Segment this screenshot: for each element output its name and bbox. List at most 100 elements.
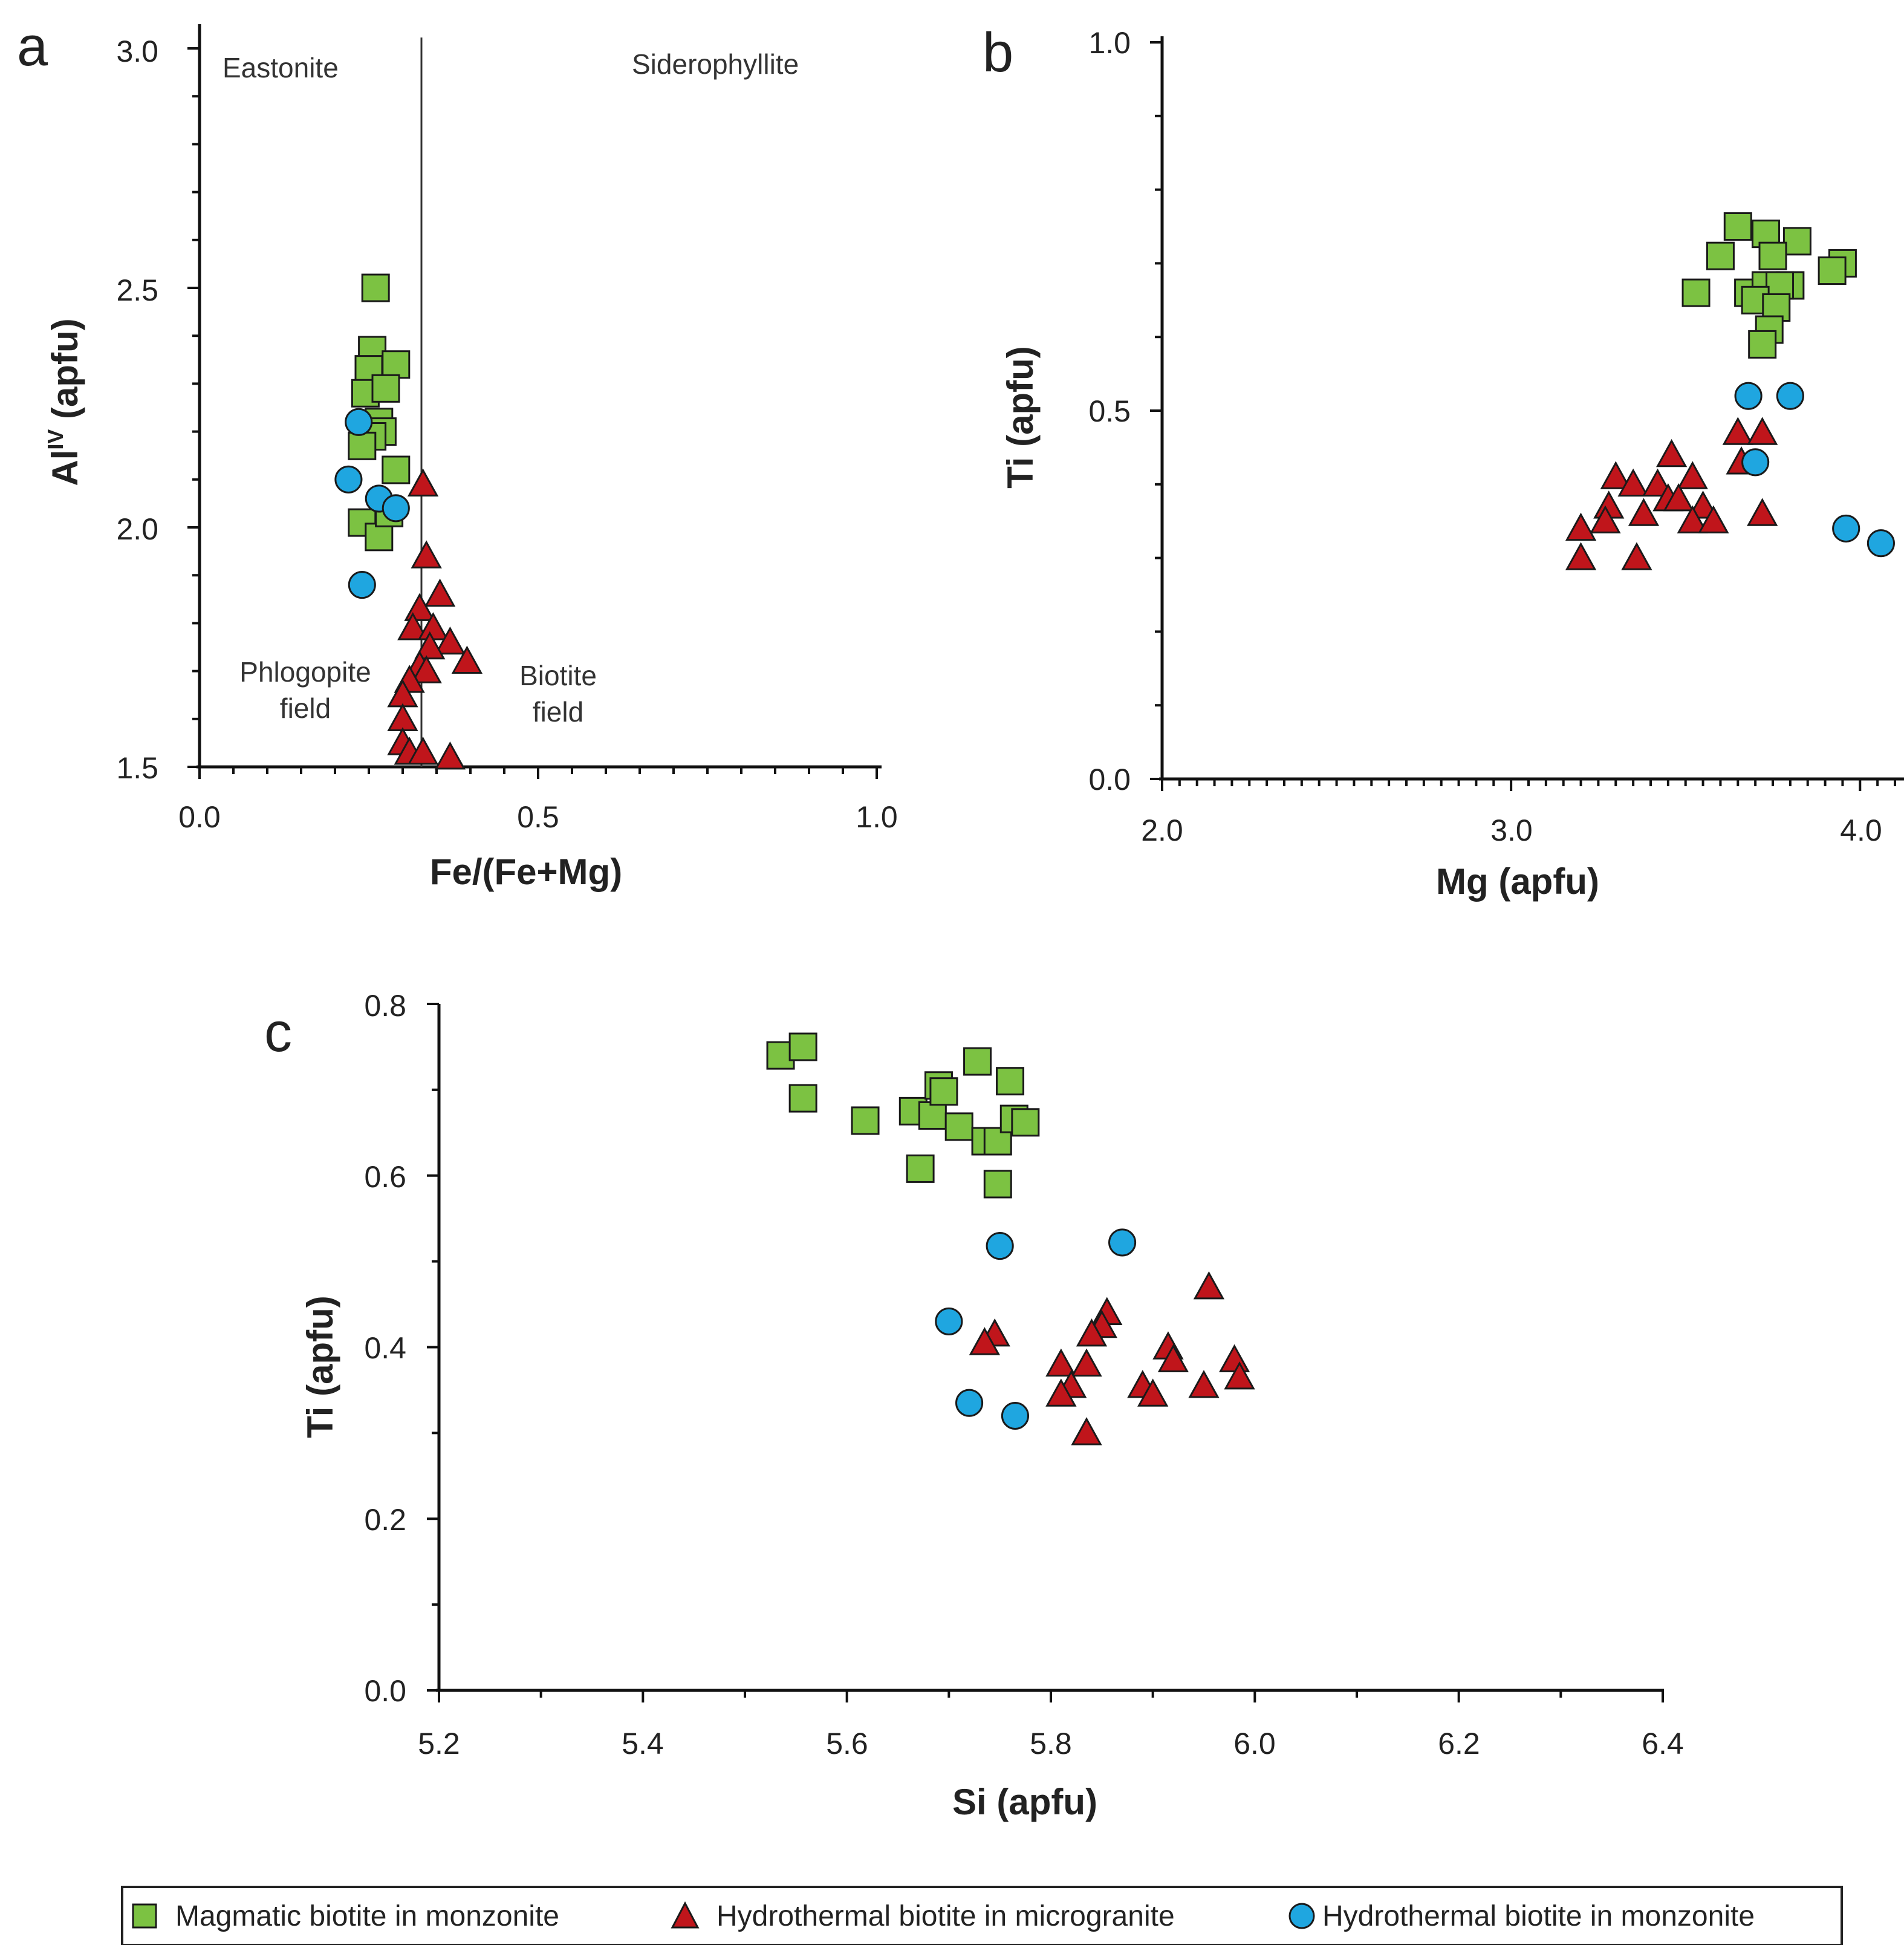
panel-b-ticks [1150, 41, 1896, 791]
panel-a-label-biotite-field: field [533, 696, 583, 728]
panel-a-point-hydro-microgranite [407, 468, 439, 497]
panel-c-point-magmatic [788, 1084, 817, 1113]
panel-b-point-hydro-microgranite [1687, 490, 1719, 519]
panel-a-point-hydro-microgranite [397, 612, 429, 640]
panel-c-point-hydro-monzonite [986, 1232, 1014, 1260]
panel-b-y-axis-title: Ti (apfu) [1000, 346, 1041, 489]
panel-a-ytick-label: 3.0 [116, 34, 158, 68]
panel-c-point-magmatic [851, 1106, 880, 1135]
panel-a-label-eastonite: Eastonite [223, 52, 339, 83]
panel-a-xtick-label: 0.5 [517, 800, 559, 834]
panel-b-point-hydro-microgranite [1677, 461, 1708, 489]
panel-a-x-axis-title: Fe/(Fe+Mg) [430, 852, 622, 892]
panel-a-label-phlogopite: Phlogopite [239, 656, 371, 688]
panel-c-xtick-label: 5.6 [826, 1727, 868, 1761]
legend-box [121, 1886, 1843, 1945]
panel-c-point-hydro-microgranite [1076, 1318, 1108, 1347]
panel-b-point-hydro-monzonite [1734, 382, 1763, 410]
panel-c-point-magmatic [983, 1170, 1012, 1199]
panel-a-point-hydro-microgranite [434, 626, 466, 655]
panel-b-point-hydro-microgranite [1663, 483, 1694, 512]
panel-c-point-hydro-microgranite [1193, 1271, 1225, 1300]
panel-b-point-hydro-microgranite [1565, 512, 1597, 541]
panel-b-letter: b [983, 22, 1013, 83]
panel-c-xtick-label: 6.4 [1642, 1727, 1684, 1761]
panel-b-point-magmatic [1818, 256, 1847, 285]
panel-b-point-hydro-microgranite [1565, 542, 1597, 570]
panel-c: c 5.2 5.4 5.6 5.8 6.0 6.2 6.4 0.0 0.2 0.… [264, 989, 1684, 1822]
panel-c-ytick-label: 0.6 [364, 1160, 406, 1194]
panel-b-ytick-label: 1.0 [1088, 26, 1131, 60]
panel-a-point-magmatic [361, 273, 390, 302]
panel-b-point-hydro-microgranite [1617, 468, 1649, 497]
legend-triangle-marker [671, 1901, 700, 1929]
panel-a-point-hydro-microgranite [407, 737, 439, 765]
panel-b-xtick-label: 4.0 [1840, 813, 1882, 847]
panel-a-ticks [187, 47, 878, 779]
panel-c-point-magmatic [983, 1127, 1012, 1156]
panel-a-ytick-label: 2.5 [116, 273, 158, 307]
panel-a-xtick-label: 0.0 [178, 800, 221, 834]
panel-a-label-phlogopite-field: field [280, 692, 331, 724]
panel-c-y-axis-title: Ti (apfu) [300, 1295, 340, 1438]
panel-c-point-hydro-monzonite [1108, 1228, 1137, 1257]
panel-b-ytick-label: 0.0 [1088, 763, 1131, 797]
panel-b-point-magmatic [1706, 241, 1735, 270]
panel-c-xtick-label: 6.0 [1233, 1727, 1276, 1761]
panel-a: a 0.0 0.5 1.0 1.5 2.0 2.5 3.0 Fe/(Fe+Mg)… [17, 16, 898, 892]
panel-c-point-magmatic [929, 1077, 958, 1106]
panel-a-point-hydro-microgranite [411, 655, 442, 683]
panel-c-point-magmatic [918, 1101, 947, 1130]
panel-c-xtick-label: 6.2 [1438, 1727, 1480, 1761]
panel-c-point-magmatic [944, 1112, 973, 1141]
panel-b-point-hydro-microgranite [1621, 542, 1652, 570]
panel-c-point-magmatic [906, 1154, 935, 1183]
panel-b-point-hydro-microgranite [1600, 461, 1631, 489]
panel-b-point-hydro-microgranite [1747, 417, 1778, 445]
panel-a-points [334, 273, 483, 770]
panel-c-point-hydro-microgranite [1188, 1370, 1220, 1398]
panel-b-x-axis-title: Mg (apfu) [1436, 861, 1599, 902]
panel-b-point-magmatic [1758, 241, 1787, 270]
panel-a-point-hydro-monzonite [382, 494, 410, 523]
panel-a-point-hydro-microgranite [387, 703, 418, 731]
panel-b-ytick-label: 0.5 [1088, 394, 1131, 428]
panel-b-point-hydro-microgranite [1722, 417, 1753, 445]
legend-square-marker [132, 1903, 157, 1929]
panel-a-point-hydro-monzonite [334, 465, 363, 494]
panel-b: b 2.0 3.0 4.0 0.0 0.5 1.0 Mg (apfu) Ti (… [983, 22, 1904, 902]
panel-c-xtick-label: 5.2 [418, 1727, 460, 1761]
panel-c-point-hydro-microgranite [1045, 1378, 1077, 1407]
panel-a-point-magmatic [365, 523, 394, 552]
panel-a-point-hydro-microgranite [424, 578, 456, 607]
panel-c-ytick-label: 0.4 [364, 1331, 406, 1365]
panel-b-points [1565, 212, 1895, 570]
panel-a-point-hydro-microgranite [411, 540, 442, 569]
panel-c-point-hydro-microgranite [969, 1327, 1001, 1355]
panel-a-point-hydro-monzonite [348, 570, 376, 599]
panel-a-point-magmatic [354, 355, 383, 384]
panel-c-point-magmatic [788, 1032, 817, 1061]
panel-b-point-magmatic [1782, 227, 1811, 256]
panel-b-point-hydro-monzonite [1741, 448, 1770, 477]
panel-a-point-magmatic [382, 455, 411, 484]
panel-c-point-hydro-microgranite [1071, 1348, 1102, 1377]
panel-a-point-magmatic [348, 431, 377, 460]
panel-a-point-hydro-monzonite [345, 408, 373, 436]
panel-a-xtick-label: 1.0 [856, 800, 898, 834]
panel-a-letter: a [17, 16, 48, 77]
panel-b-point-hydro-microgranite [1590, 505, 1621, 533]
panel-c-ytick-label: 0.0 [364, 1674, 406, 1708]
panel-b-point-magmatic [1723, 212, 1752, 241]
panel-b-point-hydro-microgranite [1698, 505, 1729, 533]
panel-b-point-hydro-microgranite [1628, 498, 1660, 526]
panel-c-point-magmatic [996, 1067, 1025, 1096]
panel-b-point-hydro-microgranite [1655, 438, 1688, 468]
panel-a-y-axis-title: AlIV (apfu) [43, 318, 85, 486]
panel-b-point-hydro-microgranite [1642, 468, 1674, 497]
panel-a-point-hydro-microgranite [451, 645, 483, 674]
panel-c-point-magmatic [1011, 1108, 1040, 1137]
panel-c-xtick-label: 5.8 [1030, 1727, 1072, 1761]
panel-c-x-axis-title: Si (apfu) [952, 1782, 1097, 1822]
